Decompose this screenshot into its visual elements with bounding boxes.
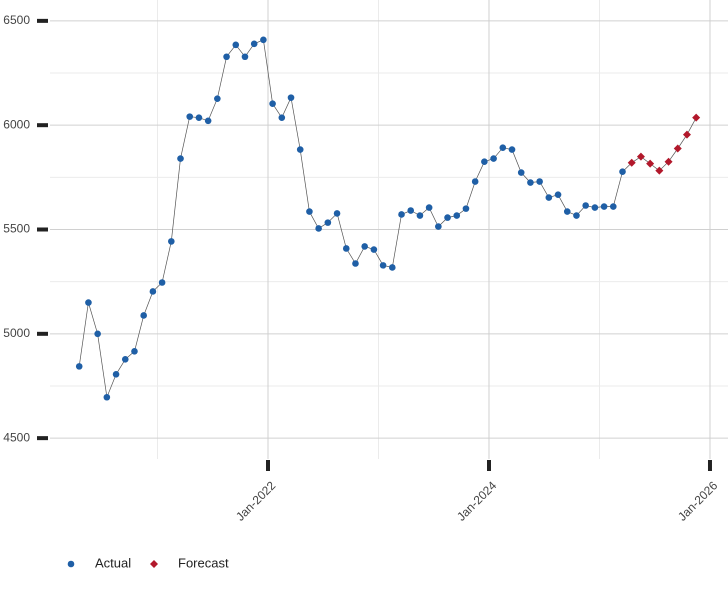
actual-point (554, 191, 562, 198)
actual-point (250, 40, 258, 48)
actual-point (609, 203, 617, 210)
forecast-point (627, 158, 636, 167)
actual-point (545, 194, 553, 201)
actual-point (342, 245, 350, 252)
actual-point (582, 202, 589, 209)
actual-point (131, 348, 138, 355)
actual-point (204, 117, 212, 125)
actual-point (389, 264, 396, 271)
actual-point (158, 279, 166, 286)
actual-point (379, 262, 387, 269)
x-tick-label: Jan-2026 (675, 478, 721, 524)
actual-point (260, 36, 267, 44)
legend-marker (150, 560, 158, 568)
legend-label: Actual (95, 555, 131, 570)
actual-point (425, 204, 433, 211)
actual-point (536, 178, 543, 185)
legend-marker (67, 560, 75, 568)
actual-point (223, 53, 230, 61)
x-tick-label: Jan-2024 (454, 478, 500, 524)
actual-point (517, 169, 525, 176)
forecast-point (692, 113, 701, 122)
actual-point (140, 312, 147, 319)
actual-point (278, 114, 286, 121)
x-tick-label: Jan-2022 (233, 478, 279, 524)
actual-point (296, 146, 304, 153)
actual-point (103, 393, 111, 401)
y-tick-label: 4500 (3, 430, 30, 444)
series-line (78, 39, 623, 399)
actual-point (168, 238, 175, 245)
actual-point (121, 355, 129, 363)
actual-point (416, 212, 424, 219)
actual-point (232, 41, 240, 49)
actual-point (214, 95, 221, 102)
actual-point (85, 299, 92, 306)
forecast-point (636, 152, 645, 161)
forecast-point (655, 166, 664, 175)
actual-point (324, 219, 332, 226)
actual-point (306, 208, 313, 215)
actual-point (361, 243, 368, 250)
actual-point (407, 207, 415, 214)
actual-point (527, 179, 534, 186)
actual-point (563, 208, 571, 215)
actual-point (591, 204, 599, 211)
actual-point (471, 178, 479, 185)
actual-point (177, 155, 184, 162)
actual-point (112, 370, 120, 378)
legend: Actual Forecast (67, 555, 229, 570)
actual-point (195, 114, 203, 121)
y-tick-label: 5000 (3, 326, 30, 340)
actual-point (398, 211, 405, 218)
actual-point (453, 212, 461, 219)
actual-point (241, 53, 249, 61)
y-tick-label: 5500 (3, 222, 30, 236)
actual-point (600, 203, 608, 210)
actual-point (508, 146, 516, 153)
forecast-point (664, 157, 673, 166)
actual-point (619, 168, 626, 176)
actual-point (333, 210, 341, 217)
actual-point (370, 246, 378, 253)
actual-point (481, 158, 488, 165)
legend-label: Forecast (178, 555, 229, 570)
forecast-point (682, 130, 691, 139)
forecast-point (673, 144, 682, 153)
actual-point (186, 113, 194, 120)
actual-point (573, 212, 580, 219)
forecast-point (646, 159, 655, 168)
actual-point (269, 100, 276, 107)
actual-point (315, 225, 322, 232)
actual-point (352, 260, 359, 267)
actual-point (287, 94, 295, 101)
actual-point (490, 155, 497, 162)
actual-point (149, 288, 157, 295)
actual-point (462, 205, 470, 212)
actual-point (435, 223, 442, 230)
actual-point (444, 214, 451, 221)
actual-point (94, 330, 101, 338)
actual-point (75, 363, 83, 370)
y-tick-label: 6500 (3, 13, 30, 27)
actual-point (499, 144, 507, 152)
y-tick-label: 6000 (3, 117, 30, 131)
